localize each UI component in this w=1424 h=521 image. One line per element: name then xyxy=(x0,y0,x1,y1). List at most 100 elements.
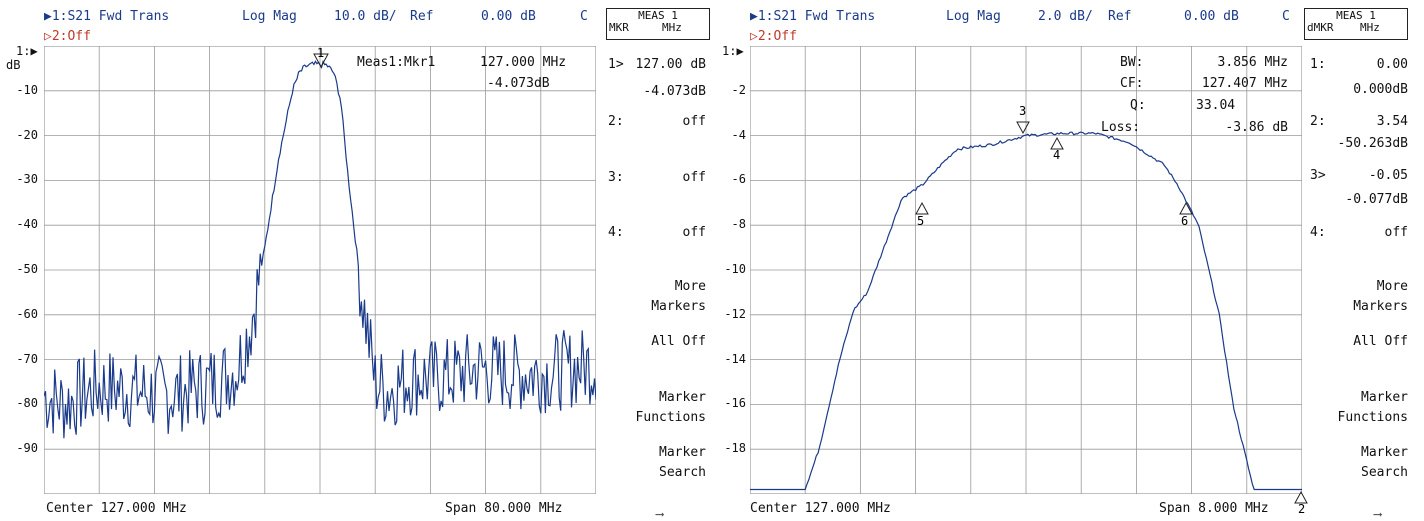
mkr-readout-label: Meas1:Mkr1 xyxy=(357,55,436,70)
marker-4[interactable]: 4 xyxy=(1050,136,1064,162)
meas-title: MEAS 1 xyxy=(638,9,678,22)
y-tick-label: -12 xyxy=(724,306,746,321)
coupling-label: C xyxy=(580,9,588,24)
right-panel: ▶1:S21 Fwd Trans Log Mag 2.0 dB/ Ref 0.0… xyxy=(712,0,1424,521)
marker-row-4-val: off xyxy=(1384,225,1408,240)
left-plot[interactable]: 1 xyxy=(44,46,596,494)
marker-row-4-id[interactable]: 4: xyxy=(1310,225,1326,240)
trace2-label[interactable]: ▷2:Off xyxy=(750,29,797,44)
marker-row-3-id[interactable]: 3> xyxy=(1310,168,1326,183)
marker-5-label: 5 xyxy=(917,214,924,228)
ref-value[interactable]: 0.00 dB xyxy=(481,9,536,24)
marker-row-1-sub: -4.073dB xyxy=(643,84,706,99)
softkey-marker-search[interactable]: Marker Search xyxy=(1361,445,1408,480)
marker-1-label: 1 xyxy=(317,46,324,60)
marker-2-label: 2 xyxy=(1298,502,1305,516)
y-tick-label: -30 xyxy=(16,172,38,187)
center-label[interactable]: Center 127.000 MHz xyxy=(750,501,891,516)
loss-label: Loss: xyxy=(1101,120,1141,135)
softkey-marker-functions[interactable]: Marker Functions xyxy=(1337,390,1408,425)
y-tick-label: -14 xyxy=(724,351,746,366)
marker-row-1-val: 0.00 xyxy=(1376,57,1408,72)
y-tick-label: -50 xyxy=(16,262,38,276)
scale-label[interactable]: 2.0 dB/ xyxy=(1038,9,1093,24)
marker-5[interactable]: 5 xyxy=(915,201,929,228)
y-tick-label: -8 xyxy=(731,217,746,232)
y-tick-label: -6 xyxy=(731,172,746,187)
bw-label: BW: xyxy=(1120,55,1144,70)
softkey-more-markers[interactable]: More Markers xyxy=(1353,279,1408,314)
cf-value: 127.407 MHz xyxy=(1201,76,1288,91)
softkey-all-off[interactable]: All Off xyxy=(651,334,706,349)
trace1-label[interactable]: ▶1:S21 Fwd Trans xyxy=(44,9,170,24)
span-label[interactable]: Span 8.000 MHz xyxy=(1159,501,1269,516)
softkey-more-markers[interactable]: More Markers xyxy=(651,279,706,314)
marker-row-1-sub: 0.000dB xyxy=(1353,82,1408,97)
y-tick-label: -18 xyxy=(724,441,746,456)
marker-3[interactable]: 3 xyxy=(1016,104,1030,135)
marker-row-2-id[interactable]: 2: xyxy=(608,114,624,129)
ref-label: Ref xyxy=(410,9,434,24)
y-tick-label: -4 xyxy=(731,127,746,142)
marker-row-1-id[interactable]: 1> xyxy=(608,57,624,72)
y-tick-label: -60 xyxy=(16,306,38,321)
trace1-label[interactable]: ▶1:S21 Fwd Trans xyxy=(750,9,876,24)
y-tick-label: -10 xyxy=(724,262,746,276)
marker-row-4-id[interactable]: 4: xyxy=(608,225,624,240)
grid xyxy=(750,46,1302,494)
marker-3-label: 3 xyxy=(1019,104,1026,118)
format-label[interactable]: Log Mag xyxy=(946,9,1001,24)
marker-6[interactable]: 6 xyxy=(1179,201,1193,228)
meas-sub: MKR MHz xyxy=(609,21,682,34)
y-tick-label: -16 xyxy=(724,396,746,411)
y-tick-label: -80 xyxy=(16,396,38,411)
left-panel: ▶1:S21 Fwd Trans Log Mag 10.0 dB/ Ref 0.… xyxy=(6,8,710,521)
ref-value[interactable]: 0.00 dB xyxy=(1184,9,1239,24)
meas-box[interactable]: MEAS 1 dMKR MHz xyxy=(1304,8,1408,40)
marker-1[interactable]: 1 xyxy=(313,46,329,69)
marker-row-2-id[interactable]: 2: xyxy=(1310,114,1326,129)
format-label[interactable]: Log Mag xyxy=(242,9,297,24)
marker-row-3-id[interactable]: 3: xyxy=(608,170,624,185)
right-plot[interactable]: 3 4 5 6 xyxy=(750,46,1302,494)
coupling-label: C xyxy=(1282,9,1290,24)
y-tick-label: -90 xyxy=(16,441,38,456)
yaxis-marker: 1:▶ xyxy=(16,44,38,58)
next-page-arrow-icon[interactable]: ⟶ xyxy=(656,507,664,521)
mkr-readout-freq: 127.000 MHz xyxy=(480,55,567,70)
marker-row-3-val: -0.05 xyxy=(1368,168,1408,183)
grid xyxy=(44,46,596,494)
center-label[interactable]: Center 127.000 MHz xyxy=(46,501,187,516)
marker-row-2-sub: -50.263dB xyxy=(1337,136,1408,151)
y-tick-label: -10 xyxy=(16,82,38,97)
marker-6-label: 6 xyxy=(1181,214,1188,228)
marker-row-1-val: 127.00 dB xyxy=(635,57,706,72)
softkey-all-off[interactable]: All Off xyxy=(1353,334,1408,349)
marker-2[interactable]: 2 xyxy=(1292,488,1316,520)
cf-label: CF: xyxy=(1120,76,1144,91)
next-page-arrow-icon[interactable]: ⟶ xyxy=(1374,507,1382,521)
softkey-marker-search[interactable]: Marker Search xyxy=(659,445,706,480)
marker-row-1-id[interactable]: 1: xyxy=(1310,57,1326,72)
marker-row-3-sub: -0.077dB xyxy=(1345,192,1408,207)
softkey-marker-functions[interactable]: Marker Functions xyxy=(635,390,706,425)
y-tick-label: -40 xyxy=(16,217,38,232)
meas-sub: dMKR MHz xyxy=(1307,21,1380,34)
mkr-readout-value: -4.073dB xyxy=(487,76,550,91)
marker-4-label: 4 xyxy=(1053,148,1060,162)
loss-value: -3.86 dB xyxy=(1225,120,1288,135)
meas-box[interactable]: MEAS 1 MKR MHz xyxy=(606,8,710,40)
trace-line xyxy=(750,131,1302,491)
span-label[interactable]: Span 80.000 MHz xyxy=(445,501,563,516)
marker-row-4-val: off xyxy=(682,225,706,240)
y-tick-label: -2 xyxy=(731,82,746,97)
y-tick-label: -70 xyxy=(16,351,38,366)
y-unit: dB xyxy=(6,58,21,72)
marker-row-2-val: 3.54 xyxy=(1376,114,1408,129)
scale-label[interactable]: 10.0 dB/ xyxy=(334,9,397,24)
q-label: Q: xyxy=(1130,98,1146,113)
q-value: 33.04 xyxy=(1196,98,1236,113)
y-tick-label: -20 xyxy=(16,127,38,142)
trace2-label[interactable]: ▷2:Off xyxy=(44,29,91,44)
yaxis-marker: 1:▶ xyxy=(722,44,744,58)
